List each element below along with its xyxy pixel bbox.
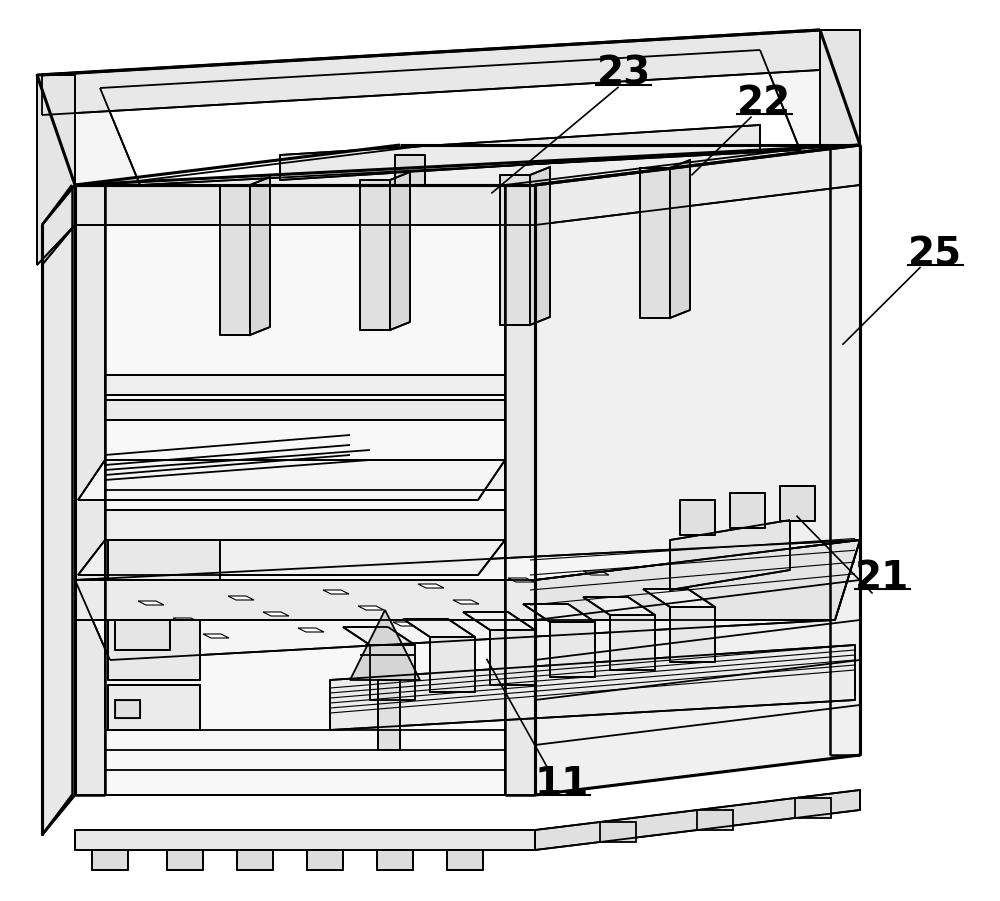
Polygon shape (173, 618, 199, 622)
Polygon shape (535, 145, 860, 795)
Polygon shape (640, 168, 670, 318)
Polygon shape (228, 596, 254, 600)
Polygon shape (505, 185, 535, 795)
Polygon shape (307, 850, 343, 870)
Polygon shape (673, 565, 699, 569)
Polygon shape (418, 584, 444, 588)
Text: 22: 22 (737, 84, 791, 122)
Polygon shape (105, 375, 505, 395)
Polygon shape (108, 685, 200, 730)
Polygon shape (78, 460, 505, 500)
Polygon shape (395, 155, 425, 185)
Polygon shape (550, 622, 595, 677)
Polygon shape (680, 500, 715, 535)
Polygon shape (350, 610, 420, 680)
Polygon shape (453, 600, 479, 604)
Polygon shape (75, 540, 860, 660)
Polygon shape (75, 580, 535, 620)
Polygon shape (820, 30, 860, 145)
Polygon shape (250, 177, 270, 335)
Polygon shape (105, 460, 505, 490)
Polygon shape (115, 700, 140, 718)
Polygon shape (780, 486, 815, 521)
Polygon shape (583, 597, 655, 615)
Polygon shape (37, 75, 75, 265)
Polygon shape (330, 645, 855, 730)
Polygon shape (203, 634, 229, 638)
Text: 21: 21 (855, 560, 909, 597)
Text: 23: 23 (597, 55, 651, 93)
Polygon shape (42, 185, 75, 835)
Polygon shape (600, 822, 636, 842)
Polygon shape (670, 160, 690, 318)
Polygon shape (37, 30, 860, 185)
Polygon shape (795, 798, 831, 818)
Polygon shape (105, 510, 505, 540)
Polygon shape (92, 850, 128, 870)
Polygon shape (75, 185, 535, 225)
Polygon shape (358, 606, 384, 610)
Polygon shape (403, 619, 475, 637)
Polygon shape (500, 175, 530, 325)
Polygon shape (583, 571, 609, 575)
Polygon shape (370, 645, 415, 700)
Polygon shape (298, 628, 324, 632)
Polygon shape (377, 850, 413, 870)
Polygon shape (108, 620, 200, 680)
Polygon shape (535, 145, 860, 225)
Polygon shape (42, 185, 72, 835)
Polygon shape (343, 627, 415, 645)
Polygon shape (535, 540, 860, 620)
Polygon shape (463, 612, 535, 630)
Polygon shape (643, 589, 715, 607)
Polygon shape (138, 601, 164, 605)
Polygon shape (530, 167, 550, 325)
Polygon shape (390, 172, 410, 330)
Polygon shape (535, 790, 860, 850)
Polygon shape (75, 830, 535, 850)
Polygon shape (670, 520, 790, 590)
Text: 25: 25 (908, 235, 962, 273)
Polygon shape (220, 185, 250, 335)
Polygon shape (108, 540, 220, 580)
Polygon shape (697, 810, 733, 830)
Polygon shape (670, 607, 715, 662)
Polygon shape (75, 145, 860, 185)
Polygon shape (78, 540, 505, 575)
Polygon shape (610, 615, 655, 670)
Polygon shape (508, 578, 534, 582)
Polygon shape (378, 680, 400, 750)
Polygon shape (393, 622, 419, 626)
Text: 11: 11 (535, 765, 589, 803)
Polygon shape (430, 637, 475, 692)
Polygon shape (42, 185, 75, 265)
Polygon shape (280, 125, 760, 180)
Polygon shape (167, 850, 203, 870)
Polygon shape (100, 50, 800, 185)
Polygon shape (105, 400, 505, 420)
Polygon shape (42, 30, 820, 115)
Polygon shape (75, 185, 105, 795)
Polygon shape (115, 620, 170, 650)
Polygon shape (105, 185, 505, 795)
Polygon shape (447, 850, 483, 870)
Polygon shape (523, 604, 595, 622)
Polygon shape (237, 850, 273, 870)
Polygon shape (830, 145, 860, 755)
Polygon shape (323, 590, 349, 594)
Polygon shape (360, 180, 390, 330)
Polygon shape (730, 493, 765, 528)
Polygon shape (490, 630, 535, 685)
Polygon shape (263, 612, 289, 616)
